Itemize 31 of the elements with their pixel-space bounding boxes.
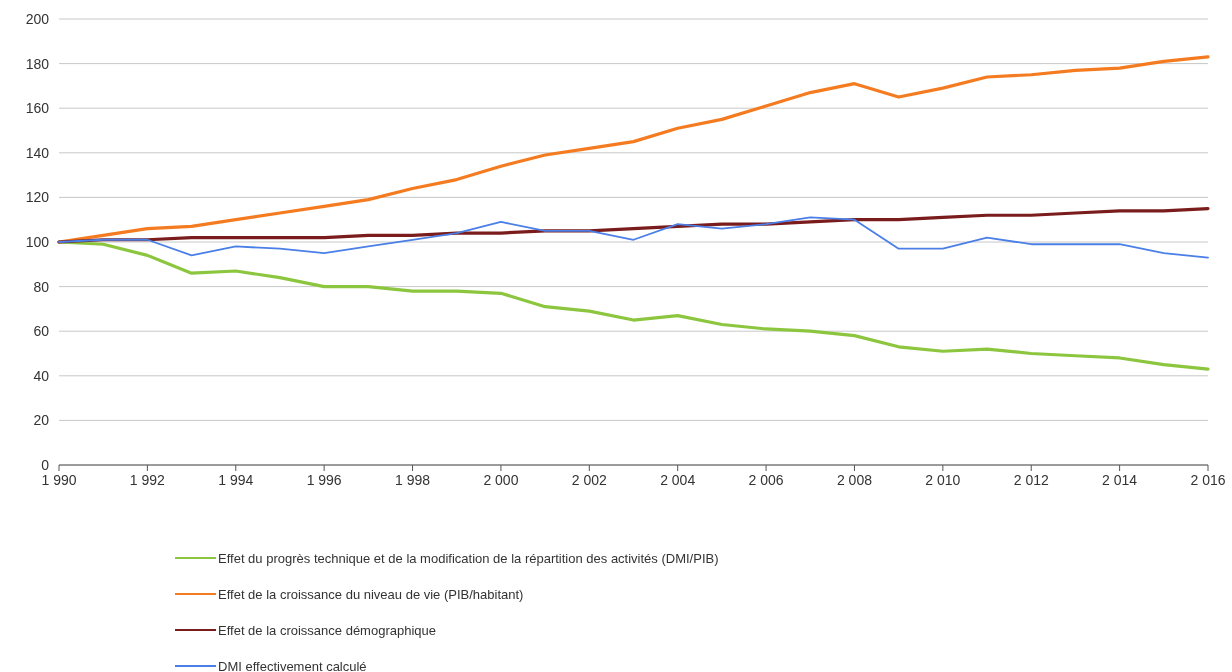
- x-tick-label: 2 012: [1013, 472, 1049, 488]
- x-tick-label: 2 002: [571, 472, 608, 488]
- y-tick-label: 20: [33, 412, 50, 429]
- x-tick-label: 1 994: [218, 472, 254, 488]
- x-tick-label: 2 010: [925, 472, 961, 488]
- y-tick-label: 140: [25, 144, 50, 161]
- x-tick-label: 1 998: [395, 472, 431, 488]
- x-tick-label: 1 996: [306, 472, 342, 488]
- legend-label: Effet du progrès technique et de la modification de la répartition des activités (DMI/PIB): [218, 550, 719, 566]
- x-tick-label: 1 990: [41, 472, 77, 488]
- x-tick-label: 2 016: [1190, 472, 1226, 488]
- y-tick-label: 0: [41, 456, 50, 473]
- y-tick-label: 80: [33, 278, 50, 295]
- y-tick-label: 40: [33, 367, 50, 384]
- line-series: [58, 216, 1209, 259]
- x-tick-label: 2 000: [483, 472, 519, 488]
- y-tick-label: 100: [25, 233, 50, 250]
- x-tick-label: 2 006: [748, 472, 784, 488]
- line-series: [57, 55, 1210, 244]
- y-tick-label: 60: [33, 323, 50, 340]
- y-tick-label: 180: [25, 55, 50, 72]
- x-tick-label: 2 004: [660, 472, 696, 488]
- legend-label: Effet de la croissance du niveau de vie (PIB/habitant): [218, 586, 524, 602]
- y-tick-label: 120: [25, 189, 50, 206]
- x-tick-label: 2 008: [836, 472, 873, 488]
- x-tick-label: 1 992: [129, 472, 166, 488]
- x-tick-label: 2 014: [1102, 472, 1138, 488]
- legend-label: Effet de la croissance démographique: [218, 622, 437, 638]
- y-tick-label: 200: [25, 10, 50, 27]
- legend-label: DMI effectivement calculé: [218, 658, 367, 672]
- y-tick-label: 160: [25, 100, 50, 117]
